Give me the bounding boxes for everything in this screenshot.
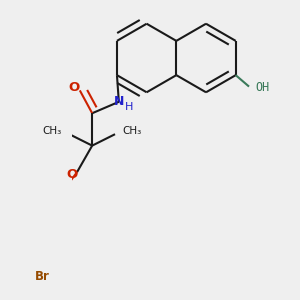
Text: H: H: [125, 102, 134, 112]
Text: O: O: [67, 168, 78, 181]
Text: O: O: [68, 81, 80, 94]
Text: CH₃: CH₃: [43, 126, 62, 136]
Text: N: N: [114, 95, 124, 108]
Text: OH: OH: [256, 81, 270, 94]
Text: Br: Br: [35, 270, 50, 284]
Text: CH₃: CH₃: [123, 126, 142, 136]
